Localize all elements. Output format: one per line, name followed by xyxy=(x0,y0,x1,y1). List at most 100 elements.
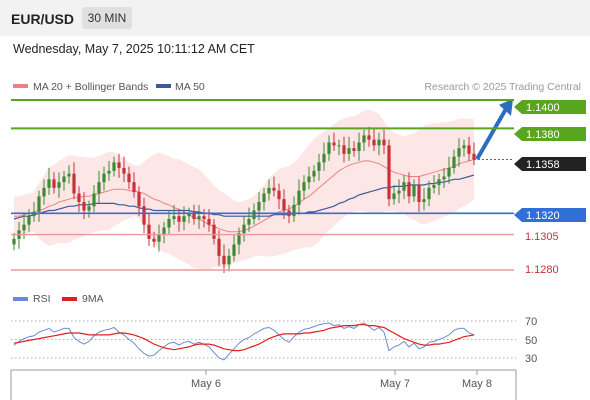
candle-body xyxy=(42,187,46,197)
rsi-ma-legend-swatch xyxy=(62,297,77,301)
candle-body xyxy=(337,145,341,147)
candle-body xyxy=(187,213,191,217)
ma50-legend-swatch xyxy=(156,84,171,88)
level-text-s2: 1.1305 xyxy=(525,231,559,243)
candle-body xyxy=(442,176,446,180)
timeframe-badge[interactable]: 30 MIN xyxy=(82,7,132,29)
trend-arrow-head xyxy=(499,98,513,116)
candle-body xyxy=(447,168,451,177)
candle-body xyxy=(457,148,461,157)
level-text-r2: 1.1400 xyxy=(526,102,560,114)
candle-body xyxy=(232,244,236,256)
rsi-tick-50: 50 xyxy=(525,335,537,347)
candle-body xyxy=(382,139,386,146)
rsi-ma-line xyxy=(13,324,475,352)
candle-body xyxy=(242,224,246,234)
candle-body xyxy=(282,199,286,211)
candle-body xyxy=(67,173,71,177)
candle-body xyxy=(147,224,151,239)
candle-body xyxy=(127,173,131,183)
candle-body xyxy=(102,173,106,183)
candle-body xyxy=(372,139,376,146)
candle-body xyxy=(262,193,266,202)
candle-body xyxy=(312,170,316,177)
candle-body xyxy=(57,182,61,188)
candle-body xyxy=(92,193,96,207)
candle-body xyxy=(347,148,351,154)
candle-body xyxy=(237,233,241,245)
candle-body xyxy=(142,206,146,225)
level-text-r1: 1.1380 xyxy=(526,129,560,141)
candle-body xyxy=(122,168,126,174)
candle-body xyxy=(357,142,361,151)
candle-body xyxy=(367,135,371,140)
candle-body xyxy=(77,193,81,202)
candle-body xyxy=(267,187,271,194)
candle-body xyxy=(247,219,251,225)
candle-body xyxy=(332,142,336,146)
candle-body xyxy=(97,182,101,194)
candle-body xyxy=(207,219,211,225)
rsi-tick-70: 70 xyxy=(525,316,537,328)
candle-body xyxy=(37,196,41,212)
candle-body xyxy=(202,216,206,219)
rsi-legend-label: RSI xyxy=(33,293,51,305)
candle-body xyxy=(177,216,181,222)
candle-body xyxy=(172,216,176,219)
candle-body xyxy=(322,153,326,163)
candle-body xyxy=(197,216,201,219)
candle-body xyxy=(317,162,321,171)
candle-body xyxy=(87,206,91,211)
candle-body xyxy=(397,190,401,194)
candle-body xyxy=(307,176,311,183)
candle-body xyxy=(387,145,391,200)
candle-body xyxy=(52,179,56,188)
candle-body xyxy=(82,202,86,211)
candle-body xyxy=(272,187,276,191)
level-text-current: 1.1358 xyxy=(526,159,560,171)
candle-body xyxy=(257,202,261,211)
candle-body xyxy=(132,182,136,193)
candle-body xyxy=(167,219,171,228)
level-label-r2: 1.1400 xyxy=(514,100,586,114)
candle-body xyxy=(112,162,116,171)
rsi-ma-legend-label: 9MA xyxy=(82,293,104,305)
candle-body xyxy=(72,173,76,194)
candle-body xyxy=(217,238,221,256)
candle-body xyxy=(467,145,471,154)
level-text-s1: 1.1320 xyxy=(526,210,560,222)
candle-body xyxy=(12,238,16,245)
candle-body xyxy=(62,176,66,183)
candle-body xyxy=(462,145,466,149)
candle-body xyxy=(252,210,256,219)
candle-body xyxy=(352,148,356,151)
price-plot xyxy=(12,98,513,273)
rsi-legend-swatch xyxy=(13,297,28,301)
level-label-r1: 1.1380 xyxy=(514,127,586,141)
rsi-plot xyxy=(11,320,516,361)
candle-body xyxy=(212,224,216,239)
candle-body xyxy=(427,187,431,200)
rsi-line xyxy=(13,322,475,361)
candle-body xyxy=(27,216,31,225)
level-label-current: 1.1358 xyxy=(514,157,586,171)
candle-body xyxy=(157,234,161,242)
level-label-s1: 1.1320 xyxy=(514,208,586,222)
candle-body xyxy=(227,255,231,265)
candle-body xyxy=(422,199,426,202)
candle-body xyxy=(137,192,141,207)
candle-body xyxy=(392,193,396,200)
header-bar: EUR/USD 30 MIN xyxy=(0,0,590,36)
rsi-tick-30: 30 xyxy=(525,353,537,365)
candle-body xyxy=(162,227,166,235)
candle-body xyxy=(472,153,476,160)
candle-body xyxy=(412,185,416,197)
ma20-legend-label: MA 20 + Bollinger Bands xyxy=(33,81,148,93)
candle-body xyxy=(297,190,301,205)
candle-body xyxy=(182,216,186,222)
candle-body xyxy=(342,145,346,154)
candle-body xyxy=(432,185,436,188)
candle-body xyxy=(47,179,51,188)
level-text-s3: 1.1280 xyxy=(525,264,559,276)
